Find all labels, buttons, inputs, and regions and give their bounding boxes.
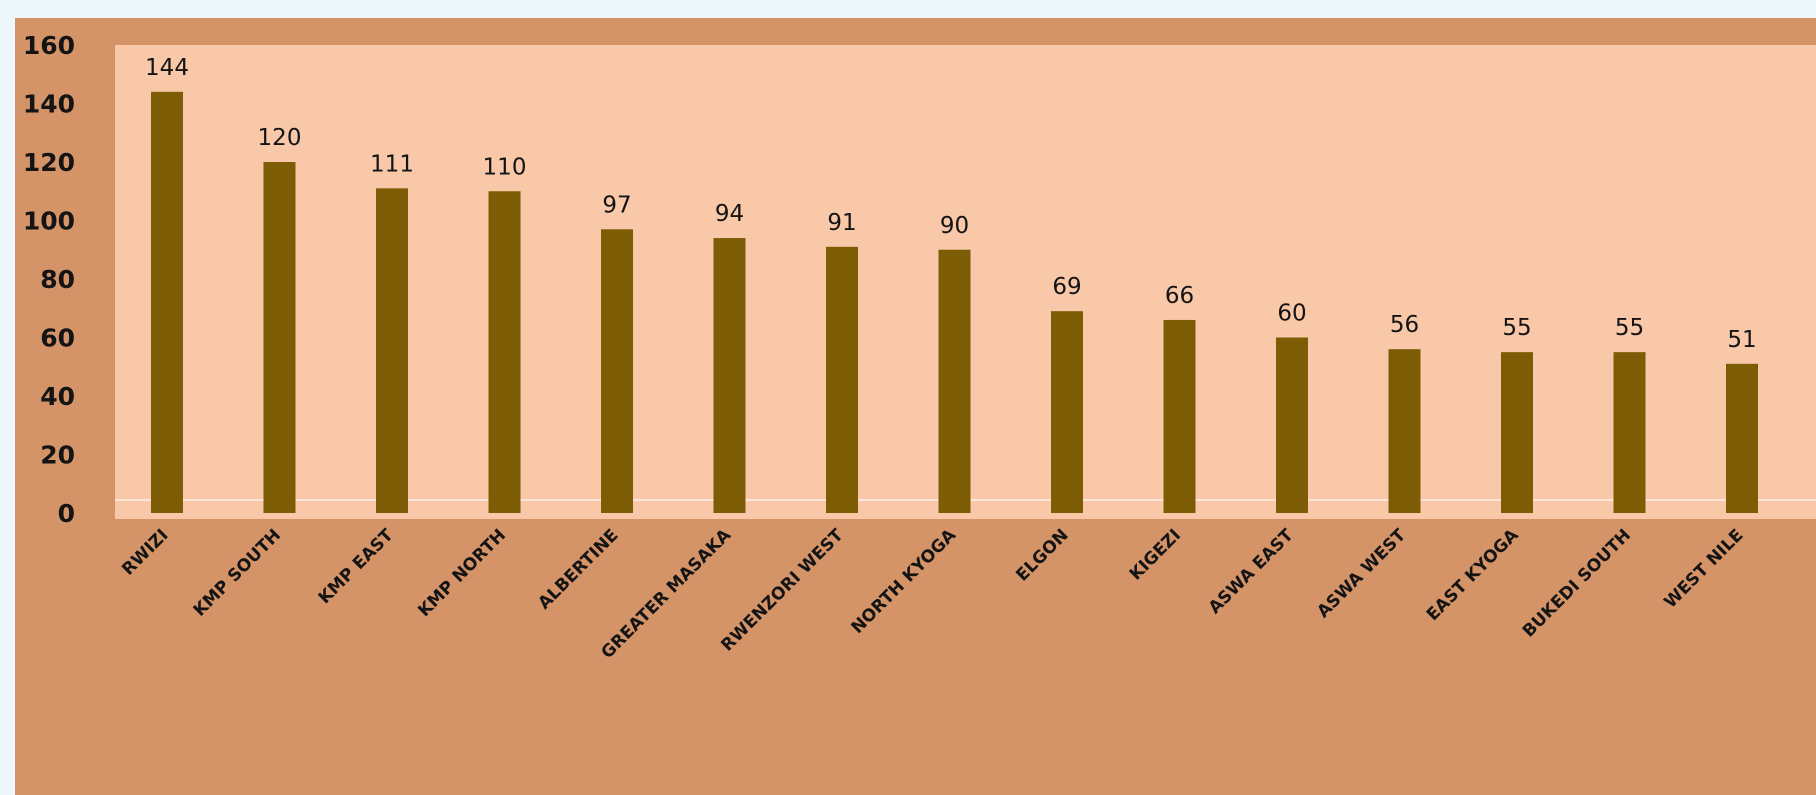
data-label: 144 bbox=[145, 55, 189, 81]
x-tick-label: WEST NILE bbox=[1660, 525, 1747, 612]
x-tick-label: ASWA EAST bbox=[1205, 525, 1298, 618]
data-label: 60 bbox=[1277, 301, 1306, 327]
x-tick-label: ALBERTINE bbox=[534, 525, 622, 613]
x-tick-label: GREATER MASAKA bbox=[597, 525, 735, 663]
x-tick-label: KIGEZI bbox=[1126, 525, 1185, 584]
x-tick-label: RWIZI bbox=[118, 525, 172, 579]
x-axis: RWIZI KMP SOUTH KMP EAST KMP NORTH ALBERTINE… bbox=[118, 525, 1747, 663]
data-label: 90 bbox=[940, 213, 969, 239]
bar-chart: 0 20 40 60 80 100 120 140 160 144 120 111 110 97 94 91… bbox=[23, 31, 1816, 663]
data-label: 55 bbox=[1502, 315, 1531, 341]
data-label: 120 bbox=[258, 125, 302, 151]
y-tick-label: 140 bbox=[23, 90, 75, 119]
data-label: 94 bbox=[715, 201, 744, 227]
bar bbox=[1613, 352, 1646, 513]
bar bbox=[713, 238, 746, 514]
x-tick-label: ASWA WEST bbox=[1313, 525, 1410, 622]
bar bbox=[1276, 337, 1308, 513]
bar bbox=[1388, 349, 1421, 513]
data-label: 69 bbox=[1052, 274, 1081, 300]
y-tick-label: 60 bbox=[40, 324, 75, 353]
data-label: 91 bbox=[827, 210, 856, 236]
bar bbox=[151, 91, 183, 514]
data-label: 110 bbox=[483, 154, 527, 180]
data-label: 66 bbox=[1165, 283, 1194, 309]
y-tick-label: 20 bbox=[40, 441, 75, 470]
data-label: 97 bbox=[602, 192, 631, 218]
x-tick-label: KMP SOUTH bbox=[190, 525, 285, 620]
bar bbox=[601, 229, 633, 513]
y-tick-label: 120 bbox=[23, 148, 75, 177]
bar bbox=[1163, 319, 1196, 513]
x-tick-label: ELGON bbox=[1012, 525, 1072, 585]
y-tick-label: 160 bbox=[23, 31, 75, 60]
y-tick-label: 40 bbox=[40, 382, 75, 411]
bar bbox=[488, 191, 521, 513]
x-tick-label: EAST KYOGA bbox=[1423, 525, 1523, 625]
x-tick-label: BUKEDI SOUTH bbox=[1519, 525, 1635, 641]
bar bbox=[1501, 352, 1533, 513]
y-tick-label: 100 bbox=[23, 207, 75, 236]
data-label: 55 bbox=[1615, 315, 1644, 341]
y-tick-label: 80 bbox=[40, 265, 75, 294]
x-tick-label: RWENZORI WEST bbox=[717, 525, 847, 655]
data-label: 111 bbox=[370, 151, 414, 177]
bar bbox=[826, 246, 858, 513]
bar bbox=[376, 188, 408, 513]
data-label: 56 bbox=[1390, 312, 1419, 338]
y-axis: 0 20 40 60 80 100 120 140 160 bbox=[23, 31, 75, 528]
bar bbox=[1051, 311, 1083, 513]
bar bbox=[263, 162, 296, 513]
x-tick-label: KMP NORTH bbox=[414, 525, 510, 621]
data-label: 51 bbox=[1727, 327, 1756, 353]
data-labels: 144 120 111 110 97 94 91 90 69 66 60 56 55 55 51 bbox=[145, 55, 1757, 353]
bar bbox=[938, 249, 971, 513]
bar-series bbox=[151, 91, 1758, 514]
bar bbox=[1726, 363, 1758, 513]
x-tick-label: KMP EAST bbox=[315, 525, 398, 608]
x-tick-label: NORTH KYOGA bbox=[847, 525, 960, 638]
chart-area: 0 20 40 60 80 100 120 140 160 144 120 111 110 97 94 91… bbox=[15, 18, 1816, 795]
y-tick-label: 0 bbox=[58, 499, 75, 528]
